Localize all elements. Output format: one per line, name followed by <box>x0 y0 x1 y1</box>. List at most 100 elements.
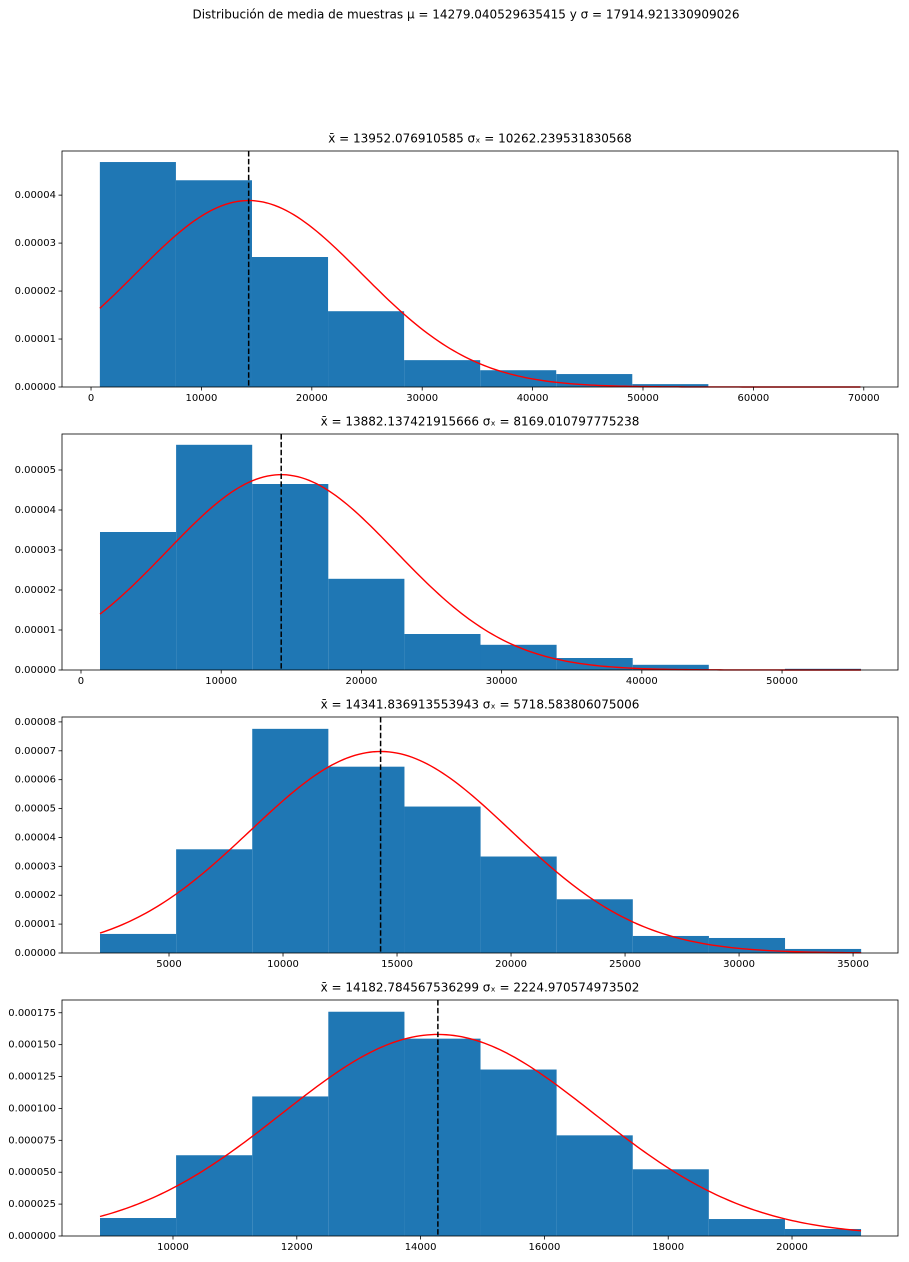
x-tick-label: 10000 <box>267 959 299 970</box>
y-tick-label: 0.00001 <box>15 625 56 636</box>
y-tick-label: 0.00000 <box>15 948 56 959</box>
axes-frame <box>61 433 899 671</box>
bar <box>404 1038 481 1236</box>
y-tick-label: 0.00000 <box>15 382 56 393</box>
suptitle: Distribución de media de muestras μ = 14… <box>192 8 739 22</box>
bar <box>708 937 786 953</box>
y-tick-label: 0.00002 <box>15 890 56 901</box>
y-tick-label: 0.000050 <box>8 1167 56 1178</box>
axes-frame <box>61 999 899 1237</box>
x-tick-label: 10000 <box>157 1242 189 1253</box>
y-tick-label: 0.00004 <box>15 505 56 516</box>
bar <box>328 1011 405 1236</box>
bar <box>708 1219 785 1236</box>
x-tick-label: 20000 <box>346 676 378 687</box>
y-tick-label: 0.00000 <box>15 665 56 676</box>
y-tick-label: 0.00007 <box>15 746 56 757</box>
y-tick-label: 0.00004 <box>15 190 56 201</box>
normal-curve <box>99 1033 862 1232</box>
x-tick-label: 5000 <box>156 959 181 970</box>
x-tick-label: 10000 <box>205 676 237 687</box>
x-tick-label: 40000 <box>626 676 658 687</box>
bar <box>252 484 329 670</box>
x-tick-label: 10000 <box>186 393 218 404</box>
bar <box>480 370 557 387</box>
y-tick-label: 0.00003 <box>15 238 56 249</box>
bar <box>556 1135 633 1236</box>
bar <box>328 311 405 387</box>
bar <box>176 849 253 953</box>
y-tick-label: 0.00002 <box>15 585 56 596</box>
y-tick-label: 0.00001 <box>15 919 56 930</box>
chart-title: x̄ = 14182.784567536299 σₓ = 2224.970574… <box>321 981 640 995</box>
y-tick-label: 0.00001 <box>15 334 56 345</box>
bar <box>176 444 253 670</box>
y-tick-label: 0.00006 <box>15 775 56 786</box>
y-tick-label: 0.000150 <box>8 1040 56 1051</box>
bar <box>785 948 862 953</box>
x-tick-label: 20000 <box>495 959 527 970</box>
y-tick-label: 0.00005 <box>15 804 56 815</box>
x-tick-label: 16000 <box>529 1242 561 1253</box>
bar <box>632 664 709 670</box>
x-tick-label: 30000 <box>406 393 438 404</box>
bar <box>328 578 405 670</box>
bar <box>404 634 481 670</box>
bar <box>632 1169 709 1236</box>
y-tick-label: 0.00003 <box>15 545 56 556</box>
bar <box>252 1096 329 1236</box>
x-tick-label: 15000 <box>381 959 413 970</box>
bar <box>480 856 557 953</box>
x-tick-label: 25000 <box>609 959 641 970</box>
y-tick-label: 0.000075 <box>8 1135 56 1146</box>
axes-frame <box>61 150 899 388</box>
bar <box>252 728 329 953</box>
y-tick-label: 0.000175 <box>8 1008 56 1019</box>
x-tick-label: 12000 <box>281 1242 313 1253</box>
bar <box>404 360 481 387</box>
y-tick-label: 0.00002 <box>15 286 56 297</box>
y-tick-label: 0.00003 <box>15 861 56 872</box>
x-tick-label: 20000 <box>296 393 328 404</box>
bar <box>632 384 709 387</box>
bar <box>480 644 557 670</box>
bar <box>251 257 329 387</box>
bar <box>480 1069 557 1236</box>
chart-title: x̄ = 14341.836913553943 σₓ = 5718.583806… <box>321 698 640 712</box>
y-tick-label: 0.00005 <box>15 465 56 476</box>
chart-title: x̄ = 13952.076910585 σₓ = 10262.23953183… <box>328 132 632 146</box>
x-tick-label: 18000 <box>652 1242 684 1253</box>
x-tick-label: 50000 <box>627 393 659 404</box>
bar <box>100 1218 177 1236</box>
bar <box>404 806 481 953</box>
chart-title: x̄ = 13882.137421915666 σₓ = 8169.010797… <box>321 415 640 429</box>
normal-curve <box>99 750 862 954</box>
x-tick-label: 35000 <box>837 959 869 970</box>
y-tick-label: 0.00004 <box>15 832 56 843</box>
x-tick-label: 70000 <box>848 393 880 404</box>
bar <box>328 766 405 953</box>
y-tick-label: 0.000100 <box>8 1103 56 1114</box>
x-tick-label: 60000 <box>737 393 769 404</box>
bar <box>99 162 176 387</box>
x-tick-label: 30000 <box>486 676 518 687</box>
bar <box>176 1155 253 1236</box>
y-tick-label: 0.00008 <box>15 717 56 728</box>
x-tick-label: 40000 <box>517 393 549 404</box>
x-tick-label: 20000 <box>776 1242 808 1253</box>
bar <box>175 180 252 387</box>
bar <box>784 1228 862 1236</box>
y-tick-label: 0.000000 <box>8 1231 56 1242</box>
x-tick-label: 30000 <box>723 959 755 970</box>
x-tick-label: 0 <box>88 393 94 404</box>
y-tick-label: 0.000125 <box>8 1072 56 1083</box>
y-tick-label: 0.000025 <box>8 1199 56 1210</box>
x-tick-label: 14000 <box>405 1242 437 1253</box>
bar <box>632 935 709 953</box>
axes-frame <box>61 716 899 954</box>
bar <box>556 899 633 953</box>
x-tick-label: 50000 <box>766 676 798 687</box>
bar <box>100 933 177 953</box>
